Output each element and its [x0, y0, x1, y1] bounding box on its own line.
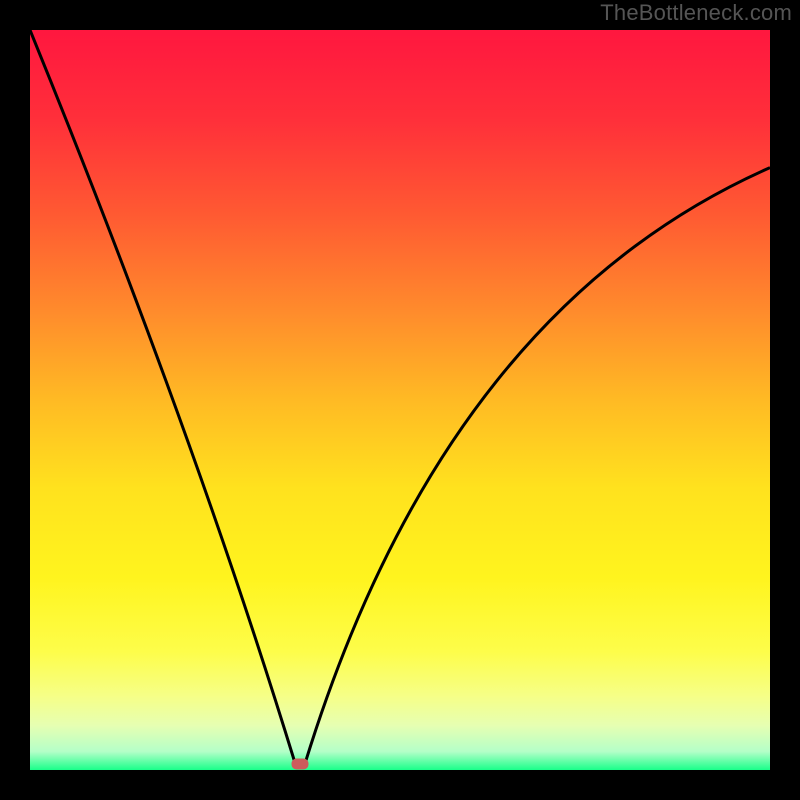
plot-area	[30, 30, 770, 770]
optimal-point-marker	[292, 759, 309, 770]
chart-frame: TheBottleneck.com	[0, 0, 800, 800]
watermark-text: TheBottleneck.com	[600, 0, 792, 26]
bottleneck-curve	[30, 30, 770, 770]
curve-right-branch	[305, 168, 770, 763]
curve-left-branch	[30, 30, 295, 763]
